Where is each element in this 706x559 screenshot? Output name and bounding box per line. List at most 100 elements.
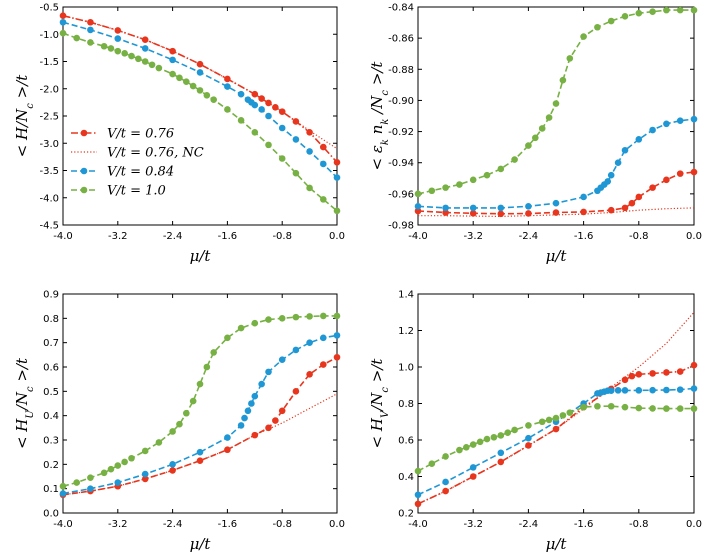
data-point xyxy=(676,170,684,177)
data-point xyxy=(114,47,122,55)
data-point xyxy=(690,168,698,176)
y-axis-label: < HU/Nc >/t xyxy=(13,357,36,449)
data-point xyxy=(244,407,252,415)
y-tick-label: -4.5 xyxy=(39,221,59,232)
data-point xyxy=(224,434,231,441)
y-tick-label: -0.94 xyxy=(388,158,414,169)
data-point xyxy=(607,17,615,25)
data-point xyxy=(128,52,135,60)
data-point xyxy=(532,134,539,142)
x-tick-label: -1.6 xyxy=(574,231,594,242)
data-point xyxy=(258,106,265,113)
data-point xyxy=(224,446,231,454)
subplot-p1: -4.0 -3.2 -2.4 -1.6 -0.8 0.0-4.5-4.0-3.5-3.0-… xyxy=(13,3,345,266)
y-axis-label: < H/Nc >/t xyxy=(13,74,36,158)
legend-entry: V/t = 0.76, NC xyxy=(107,146,204,161)
data-point xyxy=(73,479,80,486)
data-point xyxy=(59,490,67,497)
y-tick-label: 0.2 xyxy=(43,460,59,471)
data-point xyxy=(442,453,449,460)
data-point xyxy=(128,454,135,462)
data-point xyxy=(469,204,477,212)
data-point xyxy=(428,460,436,468)
data-point xyxy=(114,35,122,42)
data-point xyxy=(258,380,265,388)
data-point xyxy=(690,6,698,14)
data-point xyxy=(292,346,300,354)
data-point xyxy=(594,402,601,410)
data-point xyxy=(141,470,149,478)
data-point xyxy=(649,184,656,191)
data-point xyxy=(663,6,670,14)
data-point xyxy=(196,69,204,76)
series-line-1 xyxy=(417,311,695,505)
data-point xyxy=(580,193,587,201)
y-tick-label: 0.6 xyxy=(43,363,59,374)
data-point xyxy=(690,385,698,392)
data-point xyxy=(621,403,629,411)
data-point xyxy=(306,339,313,346)
x-tick-label: 0.0 xyxy=(329,231,345,242)
series-line-2 xyxy=(417,387,695,496)
x-tick-label: -4.0 xyxy=(408,231,428,242)
data-point xyxy=(183,409,190,417)
x-tick-label: -0.8 xyxy=(272,519,292,530)
data-point xyxy=(292,388,300,395)
data-point xyxy=(141,36,149,43)
data-point xyxy=(525,203,532,210)
data-point xyxy=(107,465,115,473)
y-tick-label: 0.6 xyxy=(398,436,414,447)
y-tick-label: -1.0 xyxy=(39,30,59,41)
data-point xyxy=(141,58,149,65)
data-point xyxy=(607,402,615,410)
data-point xyxy=(663,120,670,128)
data-point xyxy=(203,91,211,99)
data-point xyxy=(504,429,512,437)
data-point xyxy=(525,434,532,442)
data-point xyxy=(107,45,115,52)
x-tick-label: -3.2 xyxy=(463,231,483,242)
data-point xyxy=(663,405,670,412)
data-point xyxy=(148,61,156,69)
x-tick-label: -4.0 xyxy=(53,231,73,242)
data-point xyxy=(614,387,622,394)
data-point xyxy=(621,376,629,384)
data-point xyxy=(635,193,643,201)
data-point xyxy=(333,312,341,320)
data-point xyxy=(483,435,491,443)
data-point xyxy=(456,181,463,188)
data-point xyxy=(333,207,341,215)
data-point xyxy=(114,462,122,469)
data-point xyxy=(690,361,698,369)
data-point xyxy=(469,210,477,217)
data-point xyxy=(100,469,108,477)
data-point xyxy=(635,136,643,143)
y-tick-label: 0.9 xyxy=(43,290,59,301)
data-point xyxy=(663,386,670,394)
data-point xyxy=(114,27,122,34)
data-point xyxy=(169,70,176,78)
data-point xyxy=(306,184,313,192)
data-point xyxy=(497,165,505,173)
plot-frame xyxy=(62,6,338,226)
data-point xyxy=(663,176,670,184)
data-point xyxy=(663,369,670,376)
data-point xyxy=(469,176,477,184)
y-tick-label: -0.92 xyxy=(388,127,414,138)
data-point xyxy=(511,426,518,434)
data-point xyxy=(414,207,422,215)
data-point xyxy=(251,101,259,109)
data-point xyxy=(320,361,327,368)
x-tick-label: -2.4 xyxy=(163,231,183,242)
x-tick-label: -2.4 xyxy=(519,231,539,242)
data-point xyxy=(628,199,636,207)
data-point xyxy=(559,76,567,84)
y-tick-label: 0.4 xyxy=(398,472,414,483)
data-point xyxy=(320,334,327,342)
data-point xyxy=(649,370,656,377)
data-point xyxy=(676,6,684,14)
series-line-1 xyxy=(62,15,338,150)
x-axis-label: μ/t xyxy=(546,247,568,265)
y-tick-label: -0.98 xyxy=(388,221,414,232)
data-point xyxy=(237,422,245,429)
